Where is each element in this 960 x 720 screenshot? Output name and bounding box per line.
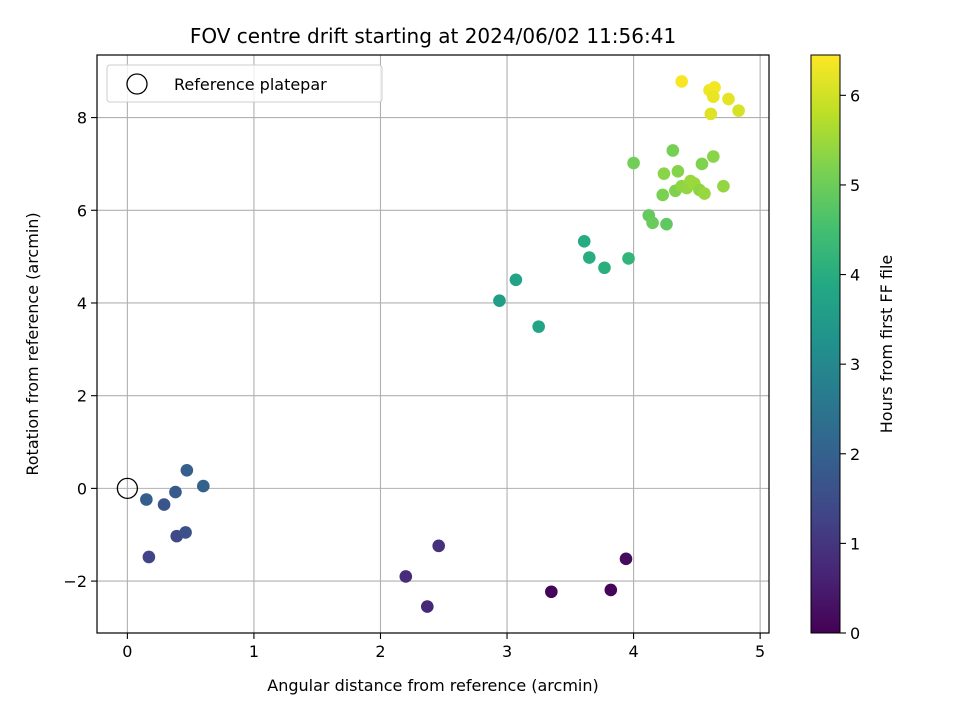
x-axis-ticks: 0 1 2 3 4 5 — [122, 633, 765, 661]
x-tick-label-5: 5 — [755, 642, 765, 661]
data-point-3 — [421, 600, 434, 613]
y-tick-label-3: 4 — [77, 294, 87, 313]
y-tick-label-0: −2 — [63, 572, 87, 591]
data-point-44 — [722, 92, 735, 106]
x-tick-label-1: 1 — [249, 642, 259, 661]
data-point-5 — [432, 539, 445, 553]
data-point-1 — [604, 583, 618, 597]
data-point-45 — [732, 104, 745, 117]
data-point-25 — [656, 188, 669, 202]
colorbar-tick-label-6: 6 — [850, 86, 860, 105]
reference-marker — [116, 477, 139, 500]
data-point-27 — [666, 144, 680, 157]
data-point-23 — [646, 216, 659, 230]
data-point-13 — [197, 479, 210, 493]
data-point-11 — [140, 493, 153, 506]
y-axis-ticks: −2 0 2 4 6 8 — [63, 109, 97, 591]
colorbar — [810, 54, 841, 634]
x-tick-label-3: 3 — [502, 642, 512, 661]
data-point-19 — [598, 261, 611, 275]
y-axis-label: Rotation from reference (arcmin) — [23, 212, 42, 475]
scatter-points — [140, 75, 745, 613]
y-tick-label-5: 8 — [77, 109, 87, 128]
legend-label-reference: Reference platepar — [174, 75, 327, 94]
data-point-20 — [622, 252, 635, 265]
colorbar-tick-label-1: 1 — [850, 534, 860, 553]
y-tick-label-1: 0 — [77, 479, 87, 498]
data-point-10 — [169, 485, 182, 499]
data-point-39 — [675, 75, 688, 88]
x-axis-label: Angular distance from reference (arcmin) — [267, 676, 598, 695]
x-tick-label-2: 2 — [375, 642, 385, 661]
data-point-0 — [545, 585, 558, 599]
colorbar-tick-label-4: 4 — [850, 266, 860, 285]
colorbar-ticks: 0 1 2 3 4 5 6 — [840, 86, 860, 643]
colorbar-tick-label-2: 2 — [850, 445, 860, 464]
data-point-4 — [399, 570, 413, 583]
plot-frame — [96, 54, 770, 634]
reference-layer — [116, 477, 139, 500]
data-point-6 — [142, 550, 156, 564]
data-point-18 — [582, 251, 596, 264]
legend-marker-reference — [126, 73, 148, 95]
data-point-21 — [627, 156, 640, 170]
data-point-16 — [532, 320, 545, 333]
chart-title: FOV centre drift starting at 2024/06/02 … — [190, 24, 676, 48]
legend: Reference platepar — [106, 64, 383, 103]
data-point-43 — [704, 107, 718, 121]
data-point-37 — [707, 150, 720, 163]
data-point-9 — [157, 498, 171, 511]
grid — [97, 55, 769, 633]
legend-box — [106, 64, 383, 103]
data-point-41 — [708, 81, 721, 94]
data-point-36 — [698, 187, 711, 200]
colorbar-tick-label-3: 3 — [850, 355, 860, 374]
data-point-35 — [695, 157, 709, 171]
data-point-15 — [509, 273, 523, 287]
data-point-17 — [577, 235, 591, 248]
y-tick-label-4: 6 — [77, 201, 87, 220]
colorbar-tick-label-0: 0 — [850, 624, 860, 643]
data-point-12 — [180, 464, 194, 477]
colorbar-label: Hours from first FF file — [877, 255, 896, 434]
data-point-26 — [657, 167, 671, 180]
data-point-24 — [660, 217, 673, 231]
y-tick-label-2: 2 — [77, 387, 87, 406]
x-tick-label-4: 4 — [628, 642, 638, 661]
data-point-42 — [707, 90, 720, 104]
x-tick-label-0: 0 — [122, 642, 132, 661]
data-point-29 — [671, 165, 685, 178]
data-point-38 — [717, 179, 730, 193]
colorbar-tick-label-5: 5 — [850, 176, 860, 195]
data-point-2 — [619, 552, 633, 566]
data-point-8 — [179, 526, 192, 539]
data-point-14 — [493, 294, 506, 307]
